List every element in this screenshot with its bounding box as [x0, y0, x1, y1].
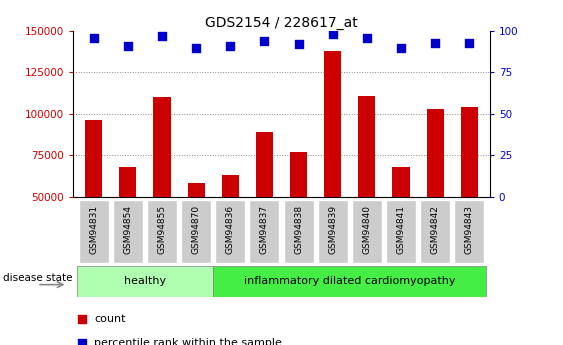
- Point: [77, 316, 86, 322]
- FancyBboxPatch shape: [181, 200, 211, 263]
- Point: [396, 45, 405, 50]
- Point: [191, 45, 200, 50]
- Text: GSM94838: GSM94838: [294, 205, 303, 254]
- Title: GDS2154 / 228617_at: GDS2154 / 228617_at: [205, 16, 358, 30]
- Bar: [427, 109, 444, 197]
- FancyBboxPatch shape: [79, 200, 109, 263]
- Point: [123, 43, 132, 49]
- Bar: [461, 107, 478, 197]
- Bar: [290, 152, 307, 197]
- Bar: [187, 184, 205, 197]
- FancyBboxPatch shape: [386, 200, 416, 263]
- Point: [89, 35, 98, 40]
- FancyBboxPatch shape: [318, 200, 348, 263]
- Bar: [119, 167, 136, 197]
- Point: [158, 33, 167, 39]
- Text: GSM94870: GSM94870: [191, 205, 200, 254]
- FancyBboxPatch shape: [113, 200, 143, 263]
- Text: GSM94842: GSM94842: [431, 205, 440, 254]
- FancyBboxPatch shape: [284, 200, 314, 263]
- FancyBboxPatch shape: [454, 200, 484, 263]
- Bar: [222, 175, 239, 197]
- Text: GSM94839: GSM94839: [328, 205, 337, 254]
- Text: GSM94831: GSM94831: [89, 205, 98, 254]
- Point: [363, 35, 372, 40]
- FancyBboxPatch shape: [249, 200, 279, 263]
- Text: GSM94837: GSM94837: [260, 205, 269, 254]
- FancyBboxPatch shape: [420, 200, 450, 263]
- Text: healthy: healthy: [124, 276, 166, 286]
- Point: [226, 43, 235, 49]
- Text: inflammatory dilated cardiomyopathy: inflammatory dilated cardiomyopathy: [244, 276, 455, 286]
- Text: GSM94841: GSM94841: [396, 205, 405, 254]
- Point: [294, 41, 303, 47]
- Bar: [358, 96, 376, 197]
- Text: GSM94854: GSM94854: [123, 205, 132, 254]
- Bar: [85, 120, 102, 197]
- Text: GSM94855: GSM94855: [158, 205, 167, 254]
- Point: [431, 40, 440, 46]
- Text: percentile rank within the sample: percentile rank within the sample: [94, 338, 282, 345]
- FancyBboxPatch shape: [213, 266, 486, 297]
- Bar: [256, 132, 273, 197]
- Bar: [324, 51, 341, 197]
- Text: GSM94843: GSM94843: [465, 205, 474, 254]
- Text: GSM94840: GSM94840: [363, 205, 372, 254]
- Point: [77, 341, 86, 345]
- FancyBboxPatch shape: [77, 266, 213, 297]
- Text: disease state: disease state: [3, 273, 72, 283]
- Point: [260, 38, 269, 44]
- FancyBboxPatch shape: [352, 200, 382, 263]
- Point: [328, 32, 337, 37]
- Text: count: count: [94, 314, 126, 324]
- Text: GSM94836: GSM94836: [226, 205, 235, 254]
- FancyBboxPatch shape: [147, 200, 177, 263]
- FancyBboxPatch shape: [215, 200, 245, 263]
- Bar: [392, 167, 409, 197]
- Point: [465, 40, 474, 46]
- Bar: [154, 97, 171, 197]
